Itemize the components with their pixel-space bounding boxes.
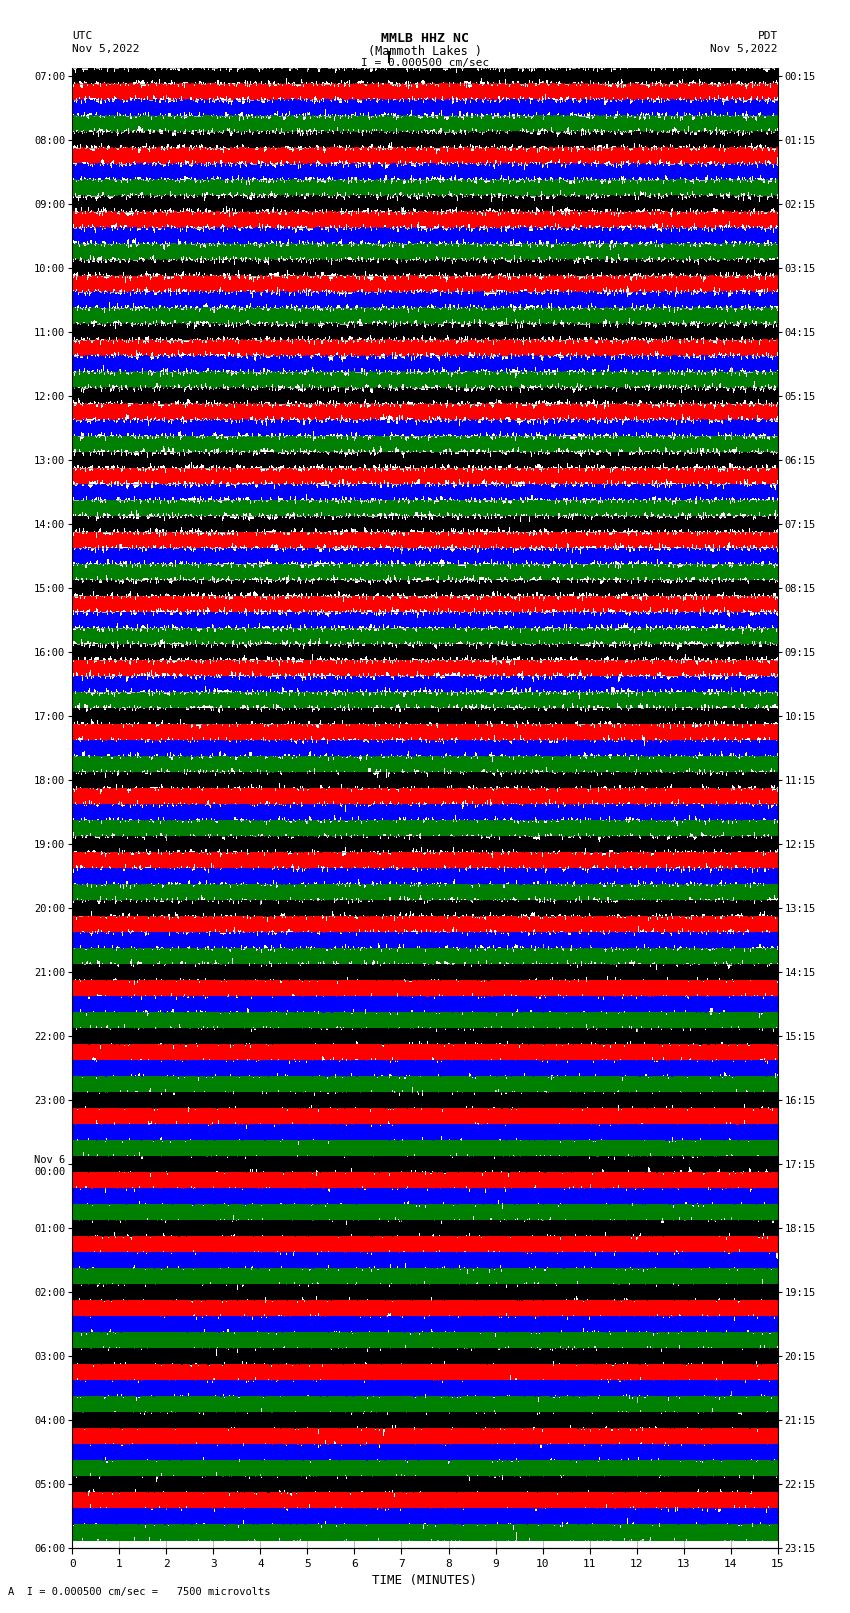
Text: UTC: UTC	[72, 31, 93, 40]
Text: MMLB HHZ NC: MMLB HHZ NC	[381, 32, 469, 45]
Text: Nov 5,2022: Nov 5,2022	[72, 44, 139, 53]
Text: PDT: PDT	[757, 31, 778, 40]
Text: Nov 5,2022: Nov 5,2022	[711, 44, 778, 53]
Text: A  I = 0.000500 cm/sec =   7500 microvolts: A I = 0.000500 cm/sec = 7500 microvolts	[8, 1587, 271, 1597]
X-axis label: TIME (MINUTES): TIME (MINUTES)	[372, 1574, 478, 1587]
Text: (Mammoth Lakes ): (Mammoth Lakes )	[368, 45, 482, 58]
Text: I = 0.000500 cm/sec: I = 0.000500 cm/sec	[361, 58, 489, 68]
